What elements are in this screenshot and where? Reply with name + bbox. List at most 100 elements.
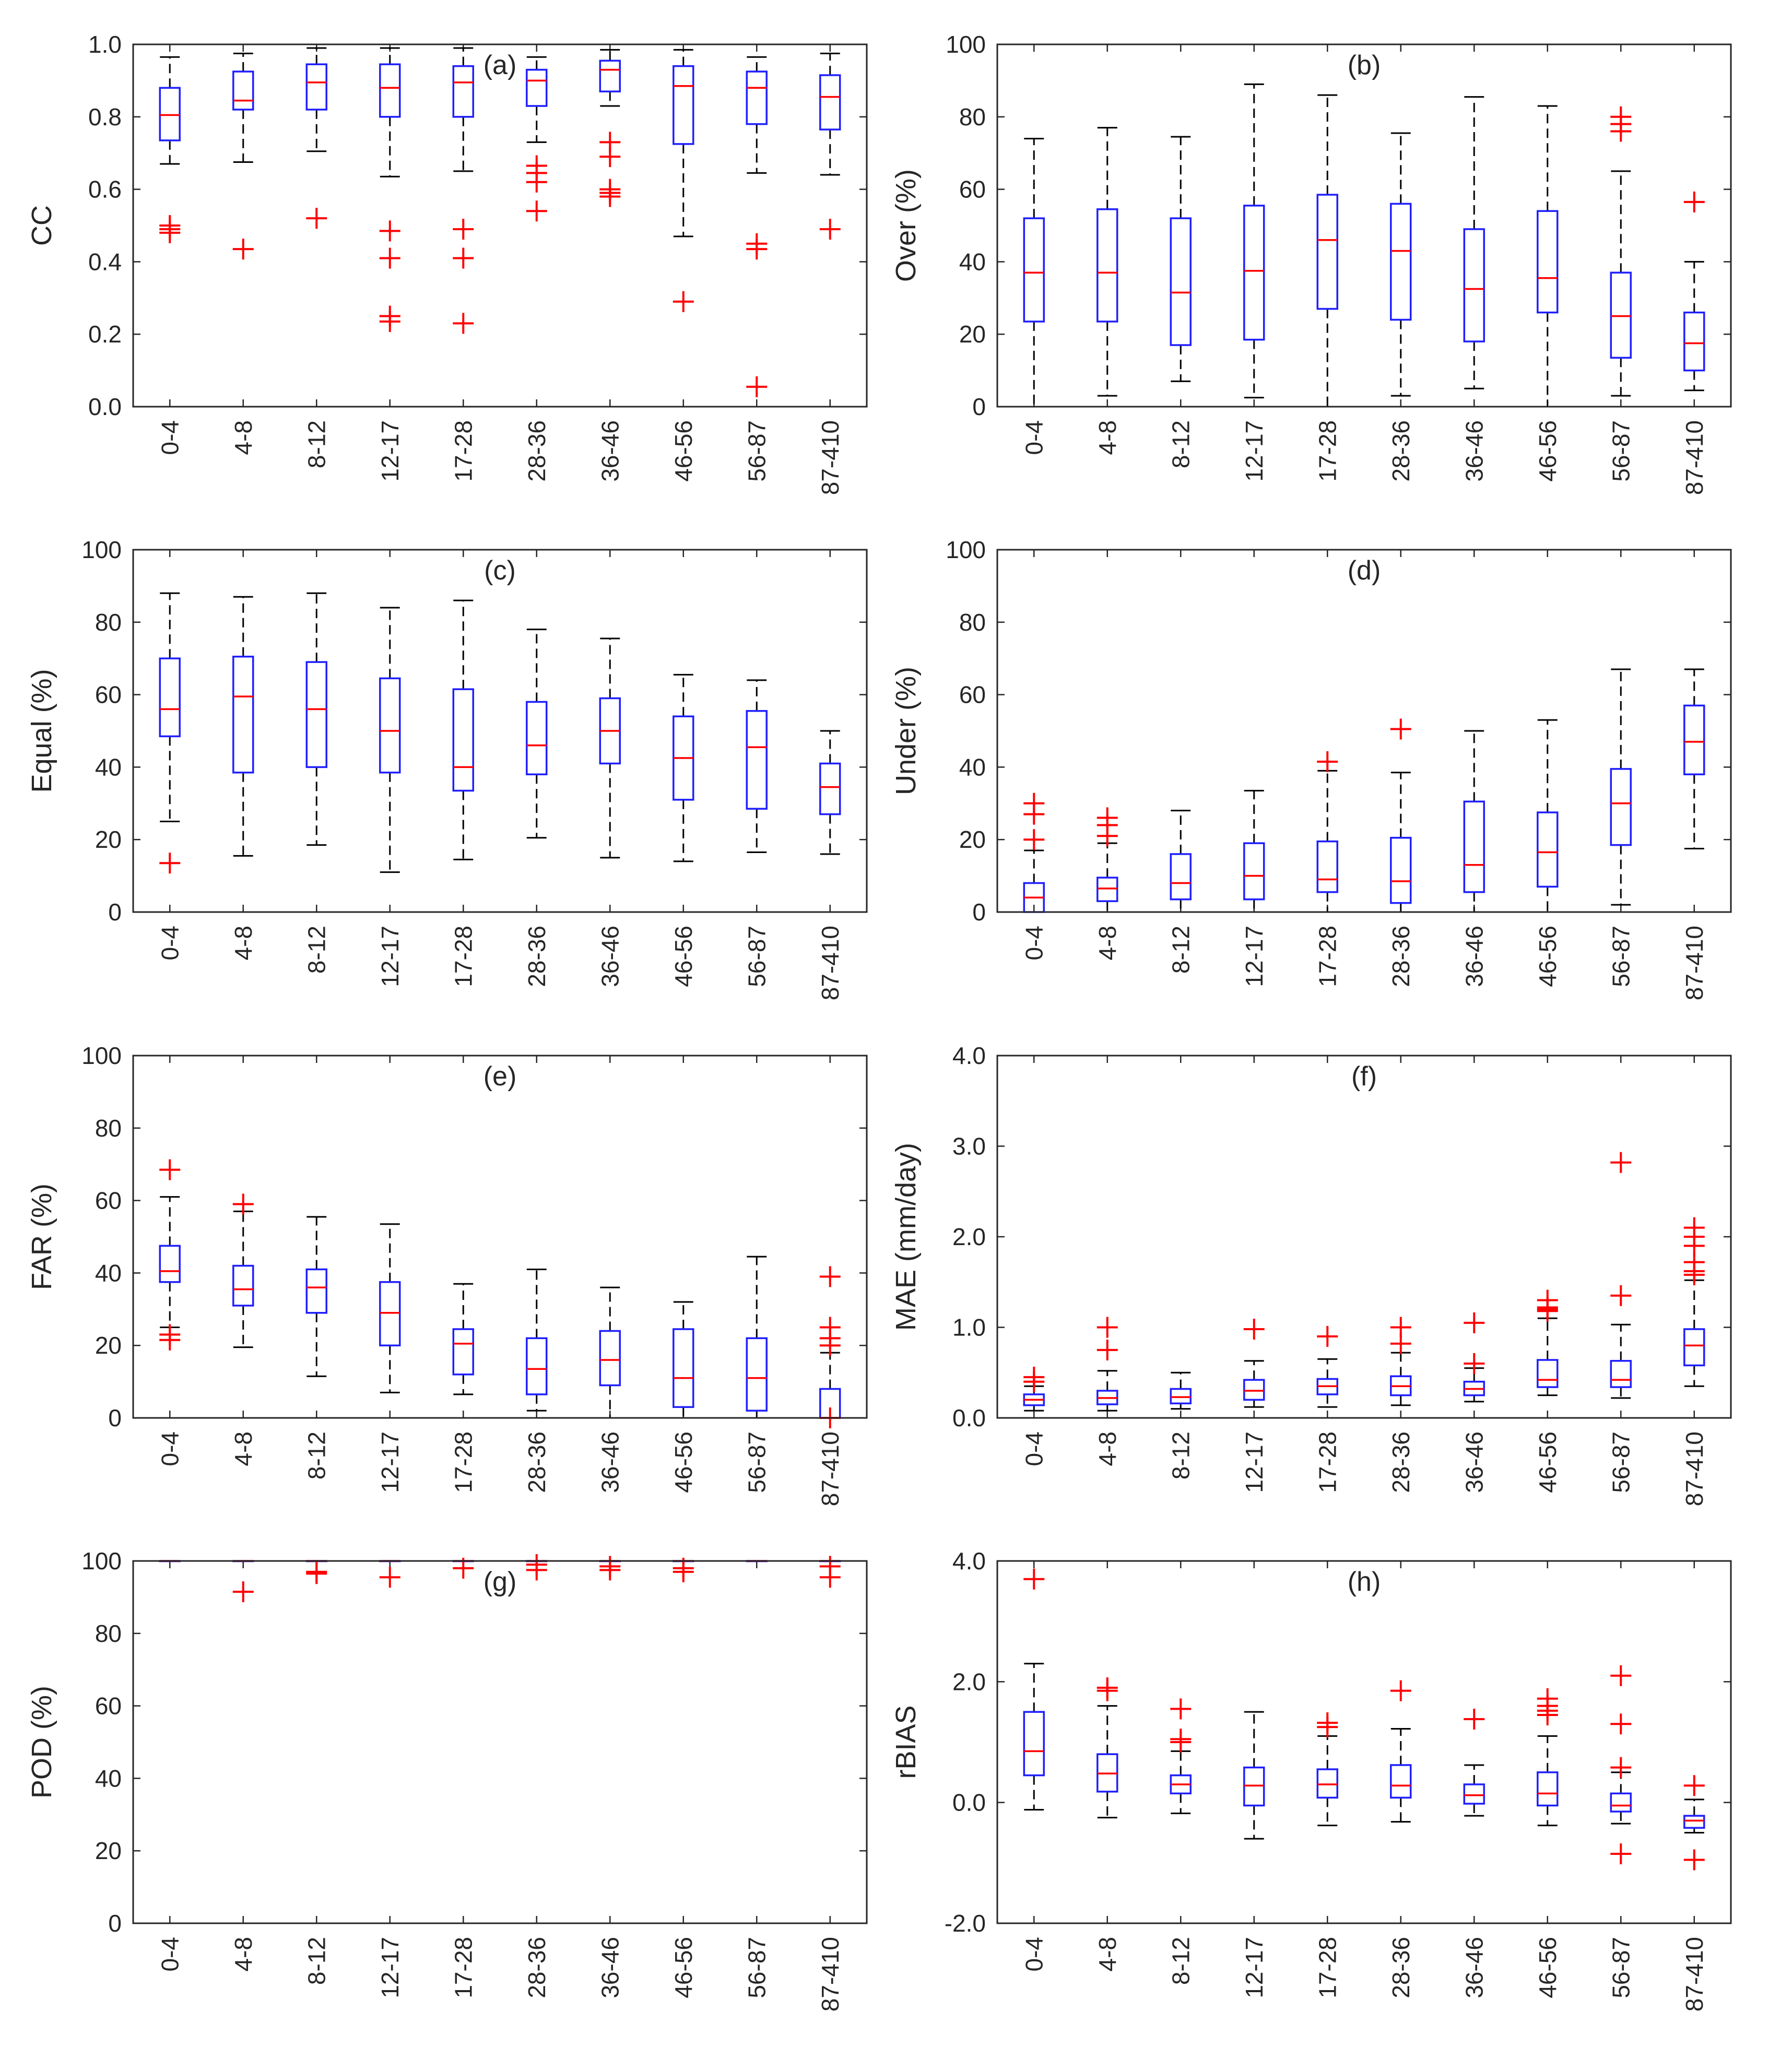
y-tick-label: 40 <box>95 1259 122 1286</box>
box-28-36 <box>526 629 548 839</box>
y-tick-label: 0.0 <box>952 1789 986 1816</box>
box-iqr <box>526 68 548 107</box>
box-36-46 <box>1463 730 1485 913</box>
y-tick-label: 60 <box>959 176 986 203</box>
box-iqr <box>1097 208 1118 323</box>
y-tick-label: 80 <box>95 1115 122 1142</box>
y-tick-label: 0.8 <box>88 103 122 131</box>
outlier-marker <box>1610 1665 1632 1686</box>
box-iqr <box>1610 768 1632 846</box>
x-tick-label: 8-12 <box>1167 420 1194 468</box>
box-36-46 <box>599 1556 621 1581</box>
outlier-marker <box>232 1581 254 1602</box>
y-tick-label: 80 <box>959 103 986 131</box>
outlier-marker <box>1097 807 1118 829</box>
box-4-8 <box>232 1193 254 1348</box>
box-87-410 <box>1683 1775 1705 1871</box>
outlier-marker <box>159 215 181 236</box>
x-tick-label: 8-12 <box>303 1431 330 1480</box>
box-87-410 <box>819 1266 841 1428</box>
box-87-410 <box>1683 668 1705 850</box>
outlier-marker <box>819 1266 841 1287</box>
box-4-8 <box>1097 1677 1118 1819</box>
x-tick-label: 46-56 <box>1534 420 1561 482</box>
box-12-17 <box>1243 1318 1265 1408</box>
box-8-12 <box>305 592 327 846</box>
box-36-46 <box>599 637 621 859</box>
x-tick-label: 4-8 <box>1094 1431 1121 1466</box>
x-tick-label: 36-46 <box>596 926 623 987</box>
y-tick-label: 60 <box>95 681 122 708</box>
box-36-46 <box>599 1286 621 1419</box>
x-tick-label: 36-46 <box>1460 1431 1488 1493</box>
axes-frame <box>996 43 1732 408</box>
y-tick-label: 0.0 <box>952 1404 986 1431</box>
box-iqr <box>673 65 694 145</box>
y-axis-label: MAE (mm/day) <box>890 1143 922 1331</box>
box-17-28 <box>452 47 474 334</box>
box-8-12 <box>1170 810 1192 913</box>
panel-c: 0 20 40 60 80 100 0-4 4-8 8-12 12-17 17-28 28-36 36-… <box>26 536 868 1000</box>
x-tick-label: 28-36 <box>1387 926 1414 987</box>
x-tick-label: 87-410 <box>817 1431 844 1506</box>
x-tick-label: 4-8 <box>1094 1937 1121 1971</box>
box-8-12 <box>1170 136 1192 382</box>
box-46-56 <box>1537 105 1559 408</box>
x-tick-label: 28-36 <box>1387 1431 1414 1493</box>
box-28-36 <box>526 1554 548 1581</box>
y-tick-label: 3.0 <box>952 1133 986 1160</box>
x-tick-label: 36-46 <box>1460 420 1488 482</box>
outlier-marker <box>526 200 547 222</box>
x-tick-label: 0-4 <box>156 420 183 455</box>
box-4-8 <box>232 52 254 260</box>
box-28-36 <box>1390 1680 1412 1823</box>
x-tick-label: 17-28 <box>450 1937 477 1998</box>
box-28-36 <box>1390 1317 1412 1406</box>
box-iqr <box>452 65 474 118</box>
outlier-marker <box>1464 1353 1485 1374</box>
x-tick-label: 87-410 <box>817 420 844 495</box>
y-tick-label: 20 <box>95 826 122 853</box>
outlier-marker <box>1097 1317 1118 1338</box>
x-tick-label: 36-46 <box>596 1431 623 1493</box>
outlier-marker <box>526 155 547 176</box>
panel-label: (g) <box>484 1567 517 1597</box>
box-iqr <box>746 70 768 125</box>
axes-frame <box>132 1560 868 1924</box>
y-tick-label: 100 <box>81 536 122 563</box>
y-tick-label: 20 <box>95 1837 122 1864</box>
y-tick-label: 40 <box>95 1765 122 1792</box>
box-28-36 <box>526 56 548 222</box>
x-tick-label: 46-56 <box>1534 1431 1561 1493</box>
box-56-87 <box>1610 1665 1632 1864</box>
x-tick-label: 8-12 <box>1167 926 1194 974</box>
outlier-marker <box>1610 1285 1632 1306</box>
panel-label: (c) <box>484 555 516 586</box>
outlier-marker <box>1683 1217 1705 1238</box>
outlier-marker <box>306 1561 327 1582</box>
y-tick-label: 60 <box>95 1187 122 1214</box>
outlier-marker <box>1610 1843 1632 1864</box>
outlier-marker <box>1683 191 1705 212</box>
outlier-marker <box>1537 1289 1558 1311</box>
y-tick-label: 20 <box>959 826 986 853</box>
y-tick-label: 100 <box>81 1547 122 1575</box>
x-tick-label: 87-410 <box>1681 1431 1708 1506</box>
box-iqr <box>1463 1783 1485 1805</box>
box-iqr <box>159 657 181 738</box>
box-17-28 <box>1316 751 1338 913</box>
x-tick-label: 17-28 <box>450 1431 477 1493</box>
box-46-56 <box>1537 1688 1559 1827</box>
x-tick-label: 28-36 <box>523 1431 550 1493</box>
box-56-87 <box>746 56 768 397</box>
box-87-410 <box>1683 1217 1705 1387</box>
outlier-marker <box>1683 1849 1705 1871</box>
box-0-4 <box>159 592 181 874</box>
box-iqr <box>599 1330 621 1387</box>
box-28-36 <box>1390 718 1412 913</box>
box-36-46 <box>599 49 621 207</box>
box-iqr <box>599 60 621 92</box>
box-17-28 <box>452 1283 474 1395</box>
y-tick-label: 0 <box>972 898 986 926</box>
y-tick-label: 80 <box>95 609 122 636</box>
